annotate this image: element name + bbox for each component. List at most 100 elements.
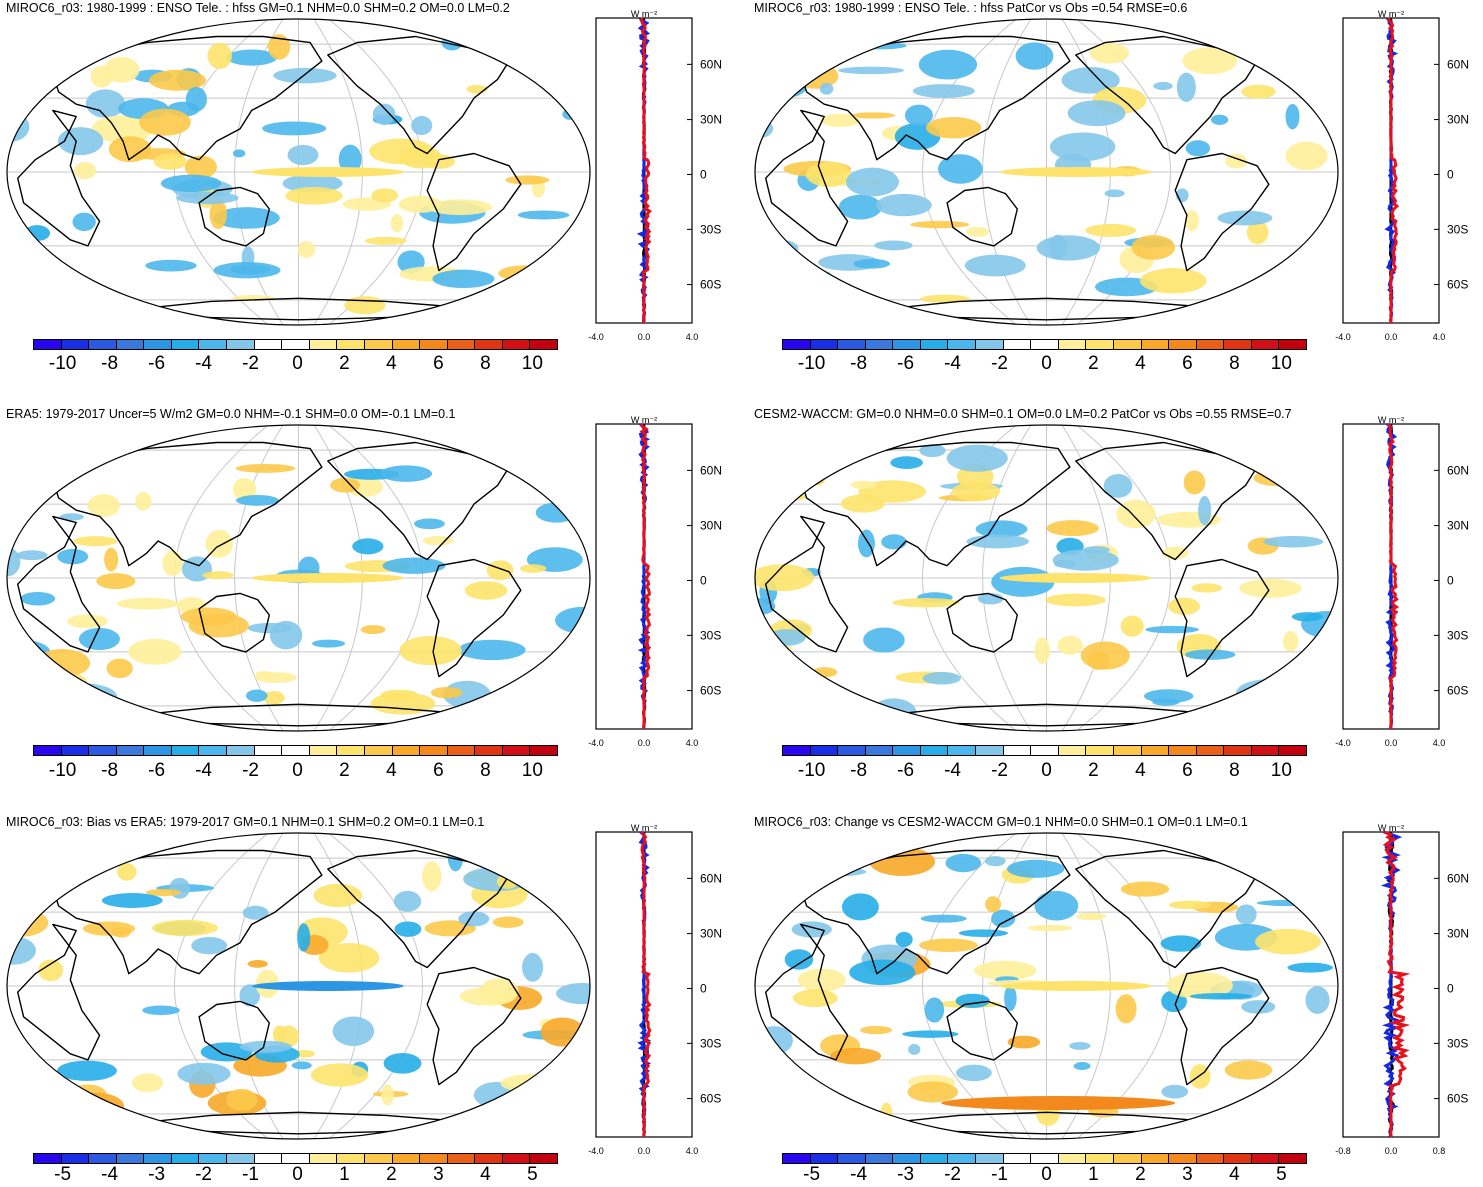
colorbar-tick-label: 8: [1229, 353, 1240, 374]
colorbar: [782, 745, 1307, 756]
colorbar-swatch: [392, 1154, 421, 1163]
colorbar-tick-label: -2: [242, 353, 259, 374]
zonal-x-tick-label: -4.0: [588, 332, 604, 342]
colorbar-swatch: [1251, 1154, 1280, 1163]
colorbar-swatch: [34, 340, 62, 349]
world-map: [754, 832, 1339, 1140]
zonal-lat-tick-label: 30N: [1447, 519, 1469, 533]
colorbar-tick-label: -8: [101, 353, 119, 374]
colorbar-tick-label: 10: [521, 353, 543, 374]
colorbar-tick-label: 8: [480, 760, 491, 781]
colorbar-swatch: [948, 1154, 977, 1163]
colorbar-swatch: [1058, 340, 1087, 349]
colorbar-tick-label: -10: [797, 760, 826, 781]
zonal-lat-tick-label: 60S: [700, 1092, 721, 1106]
colorbar-swatch: [865, 340, 894, 349]
zonal-lat-tick-label: 0: [700, 167, 707, 181]
zonal-lat-tick-label: 30S: [700, 1036, 721, 1050]
colorbar-swatch: [838, 340, 866, 349]
colorbar-swatch: [1169, 746, 1197, 755]
world-map: [6, 424, 591, 732]
colorbar-swatch: [227, 340, 255, 349]
colorbar-swatch: [282, 1154, 310, 1163]
colorbar-swatch: [976, 340, 1004, 349]
colorbar-tick-label: 1: [339, 1164, 350, 1185]
colorbar-tick-label: -4: [944, 760, 961, 781]
world-map: [6, 18, 591, 326]
colorbar-swatch: [1058, 1154, 1087, 1163]
colorbar-swatch: [89, 340, 117, 349]
colorbar: [33, 1153, 558, 1164]
colorbar-swatch: [1141, 340, 1170, 349]
colorbar-tick-label: -5: [54, 1164, 72, 1185]
zonal-lat-tick-label: 30N: [1447, 927, 1469, 941]
panel-title: MIROC6_r03: Change vs CESM2-WACCM GM=0.1…: [754, 815, 1248, 829]
colorbar-swatch: [1003, 1154, 1032, 1163]
colorbar-swatch: [116, 340, 145, 349]
colorbar-swatch: [34, 746, 62, 755]
colorbar-tick-label: 4: [1229, 1164, 1240, 1185]
colorbar-swatch: [364, 340, 393, 349]
zonal-x-tick-label: -4.0: [588, 738, 604, 748]
zonal-red-line: [639, 423, 652, 730]
colorbar-tick-label: 10: [1270, 760, 1292, 781]
zonal-lat-tick-label: 60S: [1447, 1092, 1468, 1106]
colorbar-swatch: [948, 746, 977, 755]
zonal-lat-tick-label: 30N: [700, 519, 722, 533]
colorbar-swatch: [502, 340, 531, 349]
colorbar-swatch: [976, 746, 1004, 755]
zonal-lat-tick-label: 30N: [700, 113, 722, 127]
colorbar-tick-label: 4: [1135, 760, 1146, 781]
colorbar-swatch: [309, 746, 338, 755]
zonal-red-line: [1387, 17, 1400, 323]
colorbar-tick-label: -8: [101, 760, 119, 781]
colorbar-tick-label: -2: [195, 1164, 212, 1185]
zonal-red-line: [640, 17, 652, 324]
colorbar-swatch: [309, 1154, 338, 1163]
colorbar-swatch: [475, 340, 503, 349]
zonal-x-tick-label: 4.0: [686, 332, 699, 342]
colorbar-swatch: [1279, 340, 1306, 349]
zonal-blue-line: [1384, 17, 1399, 324]
zonal-lat-tick-label: 60N: [700, 871, 722, 885]
colorbar-swatch: [171, 340, 200, 349]
colorbar-swatch: [810, 1154, 839, 1163]
colorbar-tick-label: -4: [850, 1164, 868, 1185]
zonal-unit-label: W m⁻²: [631, 415, 657, 425]
colorbar-swatch: [1196, 746, 1225, 755]
colorbar-swatch: [199, 746, 228, 755]
zonal-lat-tick-label: 60N: [700, 57, 722, 71]
colorbar-swatch: [1113, 746, 1142, 755]
colorbar-tick-label: 10: [521, 760, 543, 781]
colorbar-tick-label: 0: [1041, 760, 1052, 781]
colorbar-swatch: [920, 1154, 949, 1163]
colorbar-tick-label: 0: [1041, 353, 1052, 374]
colorbar-swatch: [392, 340, 421, 349]
colorbar-swatch: [530, 1154, 557, 1163]
colorbar-swatch: [337, 746, 365, 755]
colorbar-swatch: [530, 746, 557, 755]
colorbar-swatch: [171, 1154, 200, 1163]
colorbar-swatch: [392, 746, 421, 755]
colorbar-swatch: [838, 746, 866, 755]
colorbar-swatch: [309, 340, 338, 349]
colorbar-swatch: [282, 746, 310, 755]
colorbar-tick-label: -4: [101, 1164, 119, 1185]
colorbar-tick-label: -4: [195, 353, 212, 374]
colorbar-swatch: [337, 1154, 365, 1163]
zonal-lat-tick-label: 0: [1447, 573, 1454, 587]
zonal-lat-tick-label: 60S: [700, 278, 721, 292]
colorbar-tick-label: 3: [433, 1164, 444, 1185]
zonal-red-line: [1382, 830, 1411, 1137]
colorbar-swatch: [893, 1154, 921, 1163]
colorbar-swatch: [1196, 340, 1225, 349]
colorbar-tick-label: 2: [1135, 1164, 1146, 1185]
colorbar-tick-label: 0: [292, 760, 303, 781]
colorbar: [782, 1153, 1307, 1164]
zonal-x-tick-label: 0.0: [1385, 738, 1398, 748]
zonal-lat-tick-label: 0: [700, 981, 707, 995]
colorbar-tick-label: 1: [1088, 1164, 1099, 1185]
colorbar-swatch: [254, 746, 283, 755]
colorbar-tick-label: 4: [1135, 353, 1146, 374]
colorbar-swatch: [920, 340, 949, 349]
